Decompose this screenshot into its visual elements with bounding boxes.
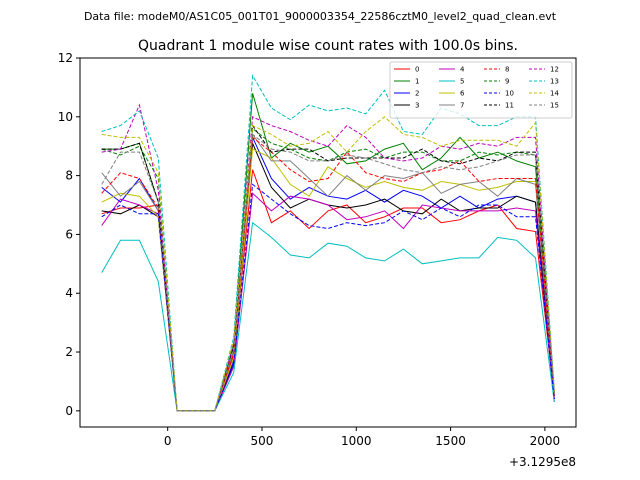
- legend-label-0: 0: [415, 66, 419, 74]
- series-line-9: [101, 127, 555, 412]
- x-axis-offset-label: +3.1295e8: [509, 455, 576, 469]
- y-tick-label: 8: [65, 169, 73, 183]
- legend-label-15: 15: [550, 102, 559, 110]
- y-tick-label: 0: [65, 404, 73, 418]
- series-line-15: [101, 133, 555, 412]
- legend-label-13: 13: [550, 78, 559, 86]
- y-tick-label: 10: [58, 110, 73, 124]
- series-line-13: [101, 73, 555, 412]
- series-line-14: [101, 116, 555, 412]
- y-tick-label: 4: [65, 286, 73, 300]
- series-layer: [101, 73, 555, 412]
- y-tick-label: 6: [65, 227, 73, 241]
- axes-frame: [79, 57, 577, 428]
- legend-frame: [389, 61, 573, 119]
- legend-label-6: 6: [460, 90, 465, 98]
- legend-label-3: 3: [415, 102, 419, 110]
- legend-label-1: 1: [415, 78, 419, 86]
- x-axis: 0 500 1000 1500 2000: [164, 427, 560, 448]
- legend-label-4: 4: [460, 66, 465, 74]
- legend-label-8: 8: [505, 66, 509, 74]
- x-tick-label: 1500: [435, 434, 466, 448]
- x-tick-label: 0: [164, 434, 172, 448]
- y-tick-label: 2: [65, 345, 73, 359]
- legend-label-2: 2: [415, 90, 419, 98]
- x-tick-label: 1000: [341, 434, 372, 448]
- chart-title: Quadrant 1 module wise count rates with …: [138, 38, 518, 54]
- legend-label-14: 14: [550, 90, 559, 98]
- legend-label-9: 9: [505, 78, 509, 86]
- series-line-8: [101, 136, 555, 412]
- x-tick-label: 500: [251, 434, 274, 448]
- x-tick-label: 2000: [530, 434, 561, 448]
- y-axis: 0 2 4 6 8 10 12: [58, 51, 80, 418]
- legend-label-10: 10: [505, 90, 514, 98]
- legend-label-11: 11: [505, 102, 514, 110]
- y-tick-label: 12: [58, 51, 73, 65]
- legend-label-12: 12: [550, 66, 559, 74]
- figure-suptitle: Data file: modeM0/AS1C05_001T01_90000033…: [84, 10, 557, 23]
- legend-label-7: 7: [460, 102, 464, 110]
- legend-label-5: 5: [460, 78, 464, 86]
